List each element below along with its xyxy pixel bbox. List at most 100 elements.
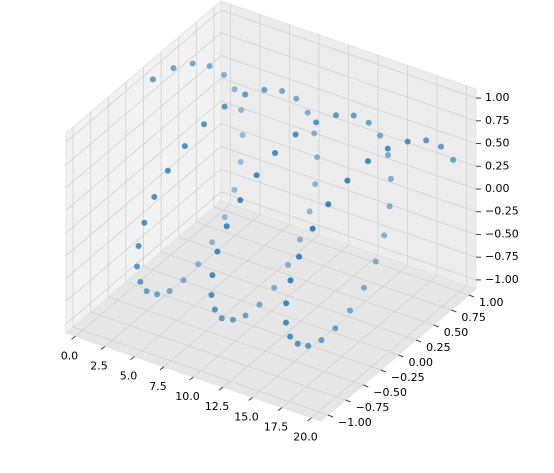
- x-tick-label: 17.5: [264, 421, 289, 434]
- point: [206, 63, 213, 70]
- grid-line: [220, 168, 477, 258]
- grid-line: [178, 236, 434, 326]
- point: [231, 186, 238, 193]
- point: [377, 132, 384, 139]
- point: [285, 262, 292, 269]
- x-tick: [71, 335, 76, 340]
- point: [287, 277, 294, 284]
- point: [423, 137, 430, 144]
- z-tick-label: 0.00: [485, 182, 510, 195]
- point: [223, 223, 230, 230]
- point: [283, 319, 290, 326]
- y-tick: [468, 294, 475, 298]
- x-tick-label: 15.0: [234, 410, 259, 423]
- z-tick-label: 0.50: [485, 137, 510, 150]
- x-tick: [159, 366, 165, 371]
- y-tick-label: 0.25: [426, 341, 451, 354]
- grid-line: [220, 77, 477, 167]
- z-tick-label: −0.50: [485, 227, 519, 240]
- point: [195, 261, 202, 268]
- point: [209, 239, 216, 246]
- point: [242, 91, 249, 98]
- point: [229, 316, 236, 323]
- grid-line: [65, 32, 222, 166]
- grid-line: [220, 9, 477, 99]
- point: [220, 71, 227, 78]
- x-tick-label: 12.5: [205, 400, 230, 413]
- point: [271, 284, 278, 291]
- y-tick: [380, 369, 387, 373]
- point: [332, 325, 339, 332]
- point: [384, 145, 391, 152]
- grid-line: [220, 32, 477, 122]
- grid-line: [65, 100, 222, 234]
- grid-line: [65, 168, 222, 302]
- point: [292, 131, 299, 138]
- x-tick: [277, 407, 283, 411]
- point: [296, 253, 303, 260]
- y-tick: [327, 414, 334, 418]
- point: [305, 342, 312, 349]
- point: [209, 272, 216, 279]
- grid-line: [65, 123, 222, 257]
- point: [314, 154, 321, 161]
- point: [137, 278, 144, 285]
- grid-line: [220, 123, 477, 213]
- x-tick: [130, 356, 135, 361]
- z-tick-label: 1.00: [485, 91, 510, 104]
- grid-line: [90, 311, 346, 401]
- x-tick: [248, 396, 253, 401]
- point: [237, 158, 244, 165]
- y-tick: [398, 354, 404, 358]
- point: [135, 242, 142, 249]
- point: [211, 306, 218, 313]
- point: [293, 95, 300, 102]
- point: [256, 301, 263, 308]
- grid-line: [220, 146, 477, 235]
- point: [221, 214, 228, 221]
- x-tick-label: 20.0: [293, 431, 318, 444]
- grid-line: [65, 77, 222, 211]
- point: [387, 175, 394, 182]
- x-tick: [189, 376, 194, 381]
- z-tick-label: −0.75: [485, 250, 519, 263]
- point: [237, 197, 244, 204]
- grid-line: [160, 251, 417, 341]
- point: [381, 232, 388, 239]
- point: [272, 150, 279, 157]
- y-tick-label: 0.75: [461, 311, 486, 324]
- point: [189, 60, 196, 67]
- point: [201, 121, 208, 128]
- point: [239, 131, 246, 138]
- point: [350, 112, 357, 119]
- point: [344, 177, 351, 184]
- point: [141, 219, 148, 226]
- point: [164, 167, 171, 174]
- point: [450, 156, 457, 163]
- point: [333, 112, 340, 119]
- y-tick: [415, 339, 422, 343]
- point: [283, 300, 290, 307]
- z-tick-label: −1.00: [485, 273, 519, 286]
- x-tick: [100, 346, 106, 350]
- point: [149, 76, 156, 83]
- grid-line: [65, 146, 222, 279]
- point: [238, 107, 245, 114]
- point: [365, 119, 372, 126]
- point: [372, 258, 379, 265]
- point: [180, 277, 187, 284]
- x-tick: [307, 417, 312, 422]
- grid-line: [220, 191, 477, 281]
- grid-line: [65, 9, 222, 143]
- point: [154, 291, 161, 298]
- y-tick-label: 0.00: [409, 356, 434, 369]
- point: [294, 340, 301, 347]
- point: [279, 87, 286, 94]
- point: [166, 287, 173, 294]
- point: [318, 337, 325, 344]
- grid-line: [196, 221, 452, 311]
- point: [221, 103, 228, 110]
- grid-line: [108, 296, 364, 386]
- point: [151, 193, 158, 200]
